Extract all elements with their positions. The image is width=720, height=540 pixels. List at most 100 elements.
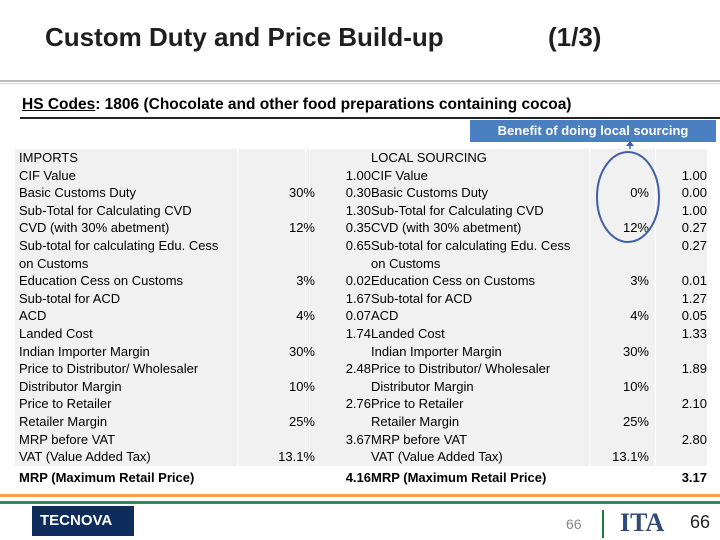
local-row-percent: 4% [630, 308, 649, 324]
hs-code-text: : 1806 (Chocolate and other food prepara… [95, 96, 572, 113]
local-row-label: MRP before VAT [371, 431, 468, 447]
table-header-row: IMPORTS LOCAL SOURCING [15, 149, 707, 167]
local-row-percent: 25% [622, 414, 649, 429]
local-row-value: 2.10 [681, 396, 707, 412]
local-row-label: Price to Retailer [371, 396, 464, 412]
imports-row-percent: 3% [296, 273, 315, 289]
imports-row-percent: 25% [288, 414, 315, 429]
table-row: Distributor Margin 10% Distributor Margin 1… [15, 378, 707, 396]
imports-row-label: Landed Cost [19, 326, 93, 341]
imports-row-label: Sub-Total for Calculating CVD [19, 202, 192, 218]
imports-row-label: MRP before VAT [19, 431, 116, 447]
imports-row-value: 0.02 [345, 273, 371, 289]
table-row: on Customs on Customs [15, 255, 707, 273]
table-row: MRP before VAT 3.67 MRP before VAT 2.80 [15, 431, 707, 449]
imports-row-value: 0.65 [345, 238, 371, 253]
imports-row-label: Indian Importer Margin [19, 343, 150, 359]
local-row-value: 0.27 [681, 238, 707, 253]
imports-row-label: on Customs [19, 255, 89, 271]
local-heading: LOCAL SOURCING [371, 150, 487, 165]
table-row: VAT (Value Added Tax) 13.1% VAT (Value Add… [15, 448, 707, 466]
local-row-label: Retailer Margin [371, 414, 460, 429]
column-divider [237, 149, 238, 466]
imports-row-label: ACD [19, 308, 47, 324]
footer-stripe-green [0, 501, 720, 504]
local-row-label: VAT (Value Added Tax) [371, 449, 503, 465]
local-row-value: 1.33 [681, 326, 707, 341]
imports-row-label: Basic Customs Duty [19, 185, 137, 201]
local-row-label: Price to Distributor/ Wholesaler [371, 361, 551, 377]
local-row-label: Sub-Total for Calculating CVD [371, 202, 544, 218]
imports-row-value: 1.30 [345, 202, 371, 218]
local-row-label: Landed Cost [371, 326, 445, 341]
table-row: Sub-total for ACD 1.67 Sub-total for ACD 1.… [15, 290, 707, 308]
imports-mrp-value: 4.16 [345, 470, 371, 485]
price-buildup-table: IMPORTS LOCAL SOURCING CIF Value 1.00 CIF … [15, 149, 707, 466]
table-row: CIF Value 1.00 CIF Value 1.00 [15, 167, 707, 185]
local-mrp-value: 3.17 [681, 470, 707, 485]
mrp-row: MRP (Maximum Retail Price) 4.16 MRP (Max… [15, 468, 707, 488]
local-row-value: 0.05 [681, 308, 707, 324]
title-text: Custom Duty and Price Build-up [45, 22, 444, 52]
title-divider [0, 80, 720, 82]
column-divider [589, 149, 590, 466]
table-row: Education Cess on Customs 3% 0.02 Education… [15, 272, 707, 290]
table-row: Sub-Total for Calculating CVD 1.30 Sub-Tot… [15, 202, 707, 220]
local-row-label: CVD (with 30% abetment) [371, 220, 522, 236]
local-row-label: Indian Importer Margin [371, 343, 502, 359]
imports-row-label: Price to Retailer [19, 396, 112, 412]
hs-code-label: HS Codes [22, 96, 96, 113]
local-row-value: 1.00 [681, 202, 707, 218]
imports-row-label: Price to Distributor/ Wholesaler [19, 361, 199, 377]
hs-code-line: HS Codes: 1806 (Chocolate and other food… [22, 96, 571, 114]
column-divider [305, 149, 306, 466]
table-row: CVD (with 30% abetment) 12% 0.35 CVD (with … [15, 219, 707, 237]
imports-row-value: 1.00 [345, 167, 371, 183]
local-row-percent: 0% [630, 185, 649, 201]
imports-row-label: Sub-total for ACD [19, 290, 121, 306]
table-row: Basic Customs Duty 30% 0.30 Basic Customs D… [15, 184, 707, 202]
local-row-value: 2.80 [681, 431, 707, 447]
imports-row-percent: 12% [288, 220, 315, 236]
imports-row-value: 1.74 [345, 326, 371, 341]
imports-row-label: Education Cess on Customs [19, 273, 184, 289]
local-row-label: Sub-total for ACD [371, 290, 473, 306]
local-row-value: 0.27 [681, 220, 707, 236]
table-row: Price to Distributor/ Wholesaler 2.48 Pric… [15, 360, 707, 378]
imports-row-percent: 10% [288, 378, 315, 394]
table-row: Price to Retailer 2.76 Price to Retailer 2.… [15, 395, 707, 413]
local-row-label: Distributor Margin [371, 378, 474, 394]
slide-title: Custom Duty and Price Build-up (1/3) [45, 22, 685, 62]
benefit-callout: Benefit of doing local sourcing [470, 120, 716, 142]
imports-row-percent: 30% [288, 343, 315, 359]
page-number: 66 [690, 512, 711, 532]
imports-row-label: Sub-total for calculating Edu. Cess [19, 238, 219, 253]
local-row-label: Sub-total for calculating Edu. Cess [371, 238, 571, 253]
local-mrp-label: MRP (Maximum Retail Price) [371, 470, 547, 485]
imports-row-label: VAT (Value Added Tax) [19, 449, 151, 465]
table-row: Retailer Margin 25% Retailer Margin 25% [15, 413, 707, 431]
local-row-percent: 30% [622, 343, 649, 359]
imports-mrp-label: MRP (Maximum Retail Price) [19, 470, 195, 485]
ita-logo: ITA [620, 508, 665, 537]
local-row-value: 0.01 [681, 273, 707, 289]
local-row-value: 1.89 [681, 361, 707, 377]
local-row-value: 1.00 [681, 167, 707, 183]
title-divider-thin [0, 83, 720, 84]
local-row-percent: 3% [630, 273, 649, 289]
imports-row-percent: 13.1% [278, 449, 315, 465]
page-number-faded: 66 [566, 516, 582, 532]
footer-stripe-orange [0, 494, 720, 497]
table-row: Indian Importer Margin 30% Indian Importer… [15, 343, 707, 361]
imports-row-value: 0.07 [345, 308, 371, 324]
imports-row-percent: 4% [296, 308, 315, 324]
local-row-percent: 13.1% [612, 449, 649, 465]
local-row-percent: 12% [622, 220, 649, 236]
imports-row-value: 0.30 [345, 185, 371, 201]
local-row-label: on Customs [371, 255, 441, 271]
column-divider [655, 149, 656, 466]
imports-row-label: CVD (with 30% abetment) [19, 220, 170, 236]
table-row: ACD 4% 0.07 ACD 4% 0.05 [15, 307, 707, 325]
local-row-percent: 10% [622, 378, 649, 394]
table-row: Landed Cost 1.74 Landed Cost 1.33 [15, 325, 707, 343]
